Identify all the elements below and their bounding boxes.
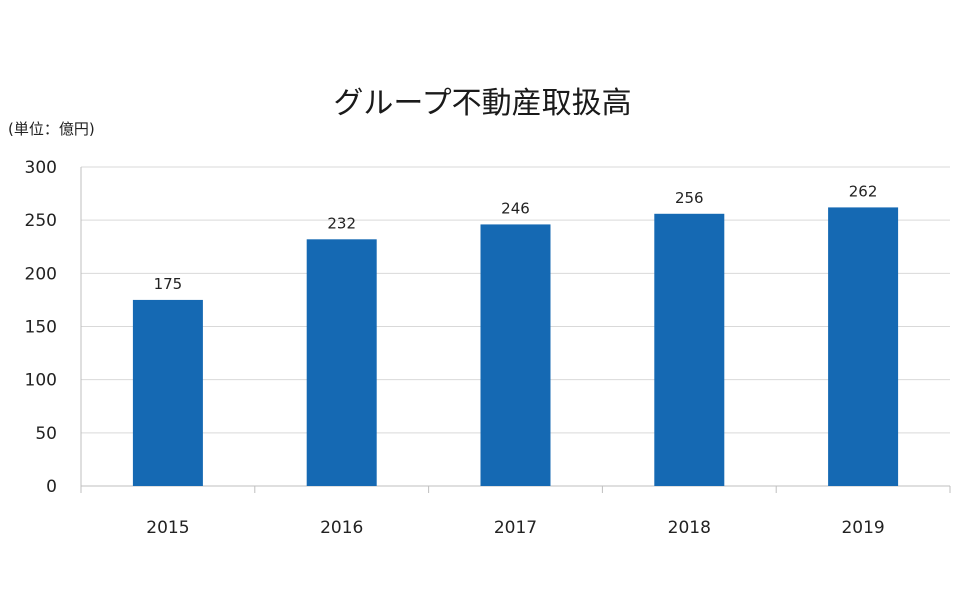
unit-label: (単位：億円): [8, 120, 95, 138]
x-tick-label: 2018: [668, 518, 711, 538]
labels: 0 50 100 150 200 250 300 175 2015 232 2016 246 2017 2…: [25, 158, 885, 538]
y-tick-label: 300: [25, 158, 57, 178]
x-tick-label: 2019: [841, 518, 884, 538]
y-tick-label: 100: [25, 371, 57, 391]
data-label: 232: [327, 214, 356, 232]
x-tick-label: 2016: [320, 518, 363, 538]
y-tick-label: 200: [25, 264, 57, 284]
bar-2018: [654, 213, 725, 486]
bars: [132, 207, 899, 487]
data-label: 256: [675, 189, 704, 207]
bar-2019: [828, 207, 899, 486]
data-label: 246: [501, 199, 530, 217]
chart-title: グループ不動産取扱高: [333, 86, 632, 121]
y-tick-label: 50: [35, 424, 57, 444]
bar-2015: [132, 299, 203, 486]
data-label: 262: [849, 182, 878, 200]
y-tick-label: 0: [46, 477, 57, 497]
y-tick-label: 250: [25, 211, 57, 231]
data-label: 175: [154, 275, 183, 293]
x-tick-label: 2015: [146, 518, 189, 538]
y-tick-label: 150: [25, 318, 57, 338]
x-tick-label: 2017: [494, 518, 537, 538]
bar-2017: [480, 224, 551, 487]
bar-2016: [306, 239, 377, 486]
